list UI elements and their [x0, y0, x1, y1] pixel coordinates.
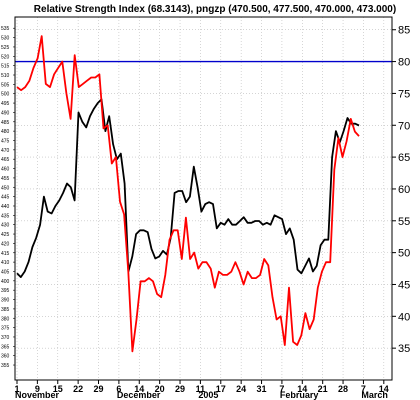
- x-axis: 1 9 15 22 29 6 14 20 29 11 17 24 31 7 14 21 28 7 14: [14, 380, 389, 394]
- left-tick-label: 440: [1, 204, 10, 210]
- left-tick-label: 360: [1, 354, 10, 360]
- left-axis: 355 360 365 370 375 380 385 390 395 400 405 410 415 4…: [1, 26, 15, 369]
- x-tick-label: 14: [134, 384, 144, 394]
- left-tick-label: 485: [1, 120, 10, 126]
- x-tick-label: 21: [318, 384, 328, 394]
- x-tick-label: 29: [175, 384, 185, 394]
- left-tick-label: 370: [1, 335, 10, 341]
- x-tick-label: 29: [94, 384, 104, 394]
- left-tick-label: 500: [1, 92, 10, 98]
- right-axis: 35 40 45 50 55 60 65 70 75 80 85: [392, 25, 410, 355]
- left-tick-label: 445: [1, 195, 10, 201]
- left-tick-label: 535: [1, 26, 10, 32]
- left-tick-label: 410: [1, 260, 10, 266]
- left-tick-label: 510: [1, 73, 10, 79]
- left-tick-label: 455: [1, 176, 10, 182]
- right-tick-label: 50: [398, 248, 410, 260]
- left-tick-label: 400: [1, 279, 10, 285]
- right-tick-label: 55: [398, 216, 410, 228]
- x-tick-label: 14: [297, 384, 307, 394]
- x-tick-label: 31: [257, 384, 267, 394]
- left-tick-label: 395: [1, 288, 10, 294]
- right-tick-label: 80: [398, 57, 410, 69]
- x-tick-label: 1: [14, 384, 19, 394]
- series-line-2: [16, 35, 360, 353]
- x-tick-label: 9: [35, 384, 40, 394]
- month-label: March: [361, 390, 388, 400]
- left-tick-label: 505: [1, 82, 10, 88]
- right-tick-label: 45: [398, 279, 410, 291]
- left-tick-label: 385: [1, 307, 10, 313]
- left-tick-label: 375: [1, 326, 10, 332]
- left-tick-label: 460: [1, 167, 10, 173]
- left-tick-label: 495: [1, 101, 10, 107]
- x-tick-label: 20: [155, 384, 165, 394]
- right-tick-label: 60: [398, 184, 410, 196]
- month-label: February: [280, 390, 319, 400]
- month-label: December: [117, 390, 161, 400]
- plot-frame: [14, 16, 393, 381]
- left-tick-label: 470: [1, 148, 10, 154]
- right-tick-label: 65: [398, 152, 410, 164]
- left-tick-label: 420: [1, 241, 10, 247]
- x-tick-label: 22: [73, 384, 83, 394]
- left-tick-label: 520: [1, 54, 10, 60]
- month-labels: November December 2005 February March: [15, 390, 388, 400]
- left-tick-label: 490: [1, 110, 10, 116]
- right-tick-label: 35: [398, 343, 410, 355]
- x-tick-label: 11: [196, 384, 206, 394]
- left-tick-label: 525: [1, 45, 10, 51]
- month-label: 2005: [198, 390, 218, 400]
- left-tick-label: 430: [1, 223, 10, 229]
- left-tick-label: 390: [1, 298, 10, 304]
- x-tick-label: 6: [116, 384, 121, 394]
- x-tick-label: 17: [216, 384, 226, 394]
- left-tick-label: 530: [1, 36, 10, 42]
- right-tick-label: 85: [398, 25, 410, 37]
- series-layer: [16, 35, 360, 353]
- left-tick-label: 480: [1, 129, 10, 135]
- x-tick-label: 15: [53, 384, 63, 394]
- x-tick-label: 14: [379, 384, 389, 394]
- x-tick-label: 28: [338, 384, 348, 394]
- right-tick-label: 40: [398, 311, 410, 323]
- series-line-1: [16, 98, 360, 279]
- left-tick-label: 355: [1, 363, 10, 369]
- chart-title: Relative Strength Index (68.3143), pngzp…: [34, 4, 396, 15]
- month-label: November: [15, 390, 60, 400]
- left-tick-label: 450: [1, 185, 10, 191]
- left-tick-label: 515: [1, 64, 10, 70]
- left-tick-label: 380: [1, 316, 10, 322]
- x-tick-label: 7: [279, 384, 284, 394]
- x-tick-label: 7: [361, 384, 366, 394]
- x-tick-label: 24: [236, 384, 246, 394]
- right-tick-label: 75: [398, 88, 410, 100]
- left-tick-label: 415: [1, 251, 10, 257]
- left-tick-label: 425: [1, 232, 10, 238]
- left-tick-label: 435: [1, 213, 10, 219]
- right-tick-label: 70: [398, 120, 410, 132]
- left-tick-label: 365: [1, 344, 10, 350]
- left-tick-label: 465: [1, 157, 10, 163]
- left-tick-label: 405: [1, 269, 10, 275]
- left-tick-label: 475: [1, 138, 10, 144]
